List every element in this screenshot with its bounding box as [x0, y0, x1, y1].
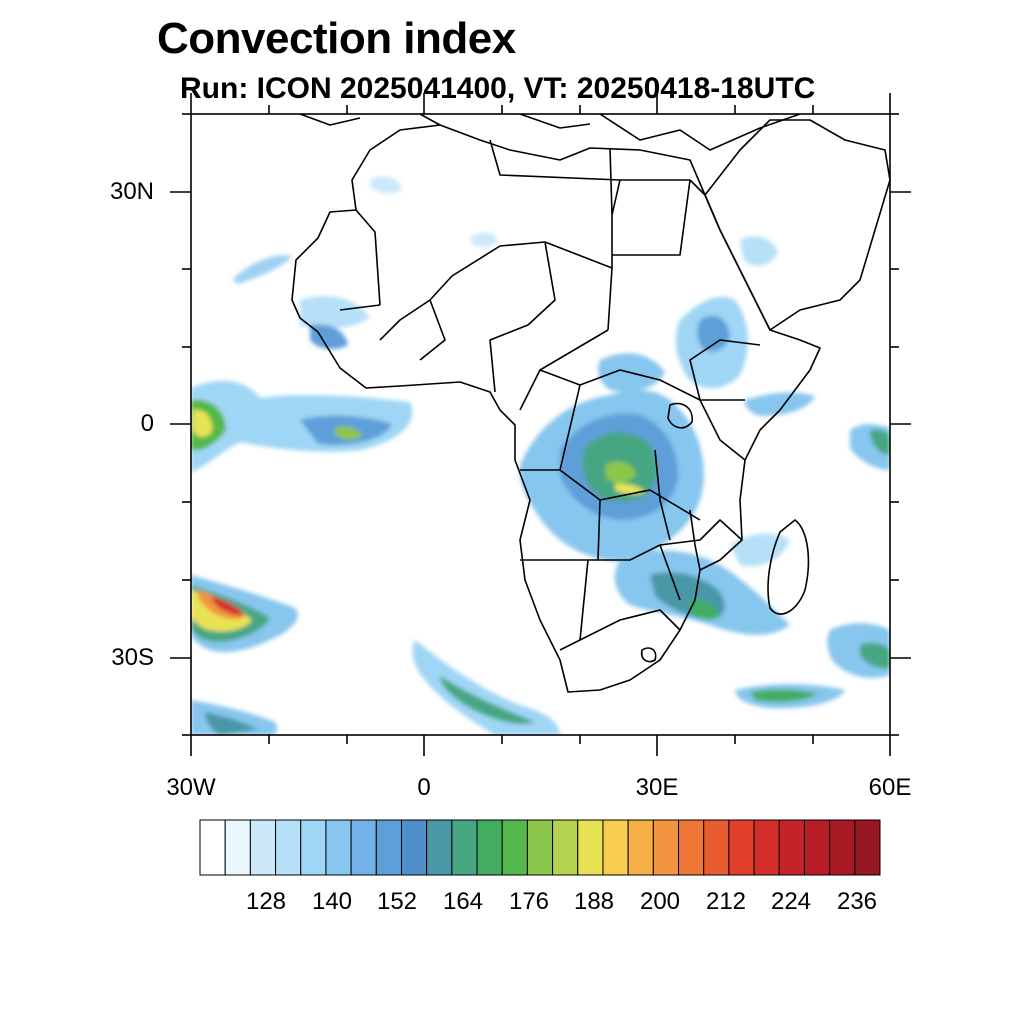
map-title: Convection index	[157, 14, 516, 63]
colorbar-cell	[728, 819, 755, 876]
colorbar-label: 164	[442, 888, 484, 915]
colorbar-cell	[552, 819, 579, 876]
colorbar-cell	[753, 819, 780, 876]
field-indian-sw-core	[750, 689, 818, 702]
colorbar-cell	[778, 819, 805, 876]
field-south-atlantic-band	[412, 640, 560, 735]
colorbar-cell	[627, 819, 654, 876]
axis-ticks	[170, 93, 911, 756]
field-ethiopia-mid	[697, 315, 730, 352]
field-south-atlantic-band-sw-core	[205, 712, 258, 735]
madagascar-coastline	[767, 519, 810, 615]
field-south-atlantic-storm-core	[212, 596, 244, 616]
lake-tanganyika	[654, 449, 671, 541]
colorbar-label: 200	[639, 888, 681, 915]
colorbar-cell	[652, 819, 680, 876]
country-borders	[339, 139, 761, 651]
field-equatorial-atlantic-hot	[193, 409, 213, 438]
colorbar-cell	[275, 819, 302, 876]
colorbar-cell	[678, 819, 705, 876]
lon-label-30w: 30W	[166, 774, 216, 801]
field-central-africa-hot	[615, 483, 645, 495]
lake-malawi	[689, 509, 701, 571]
colorbar-cell	[501, 819, 528, 876]
colorbar-label: 224	[770, 888, 812, 915]
colorbar-cell	[803, 819, 831, 876]
colorbar-cell	[703, 819, 730, 876]
colorbar-label: 140	[311, 888, 353, 915]
lake-lesotho	[640, 647, 657, 663]
colorbar-label: 236	[836, 888, 878, 915]
lat-label-30s: 30S	[111, 644, 154, 671]
colorbar-cell	[350, 819, 377, 876]
lon-label-30e: 30E	[635, 774, 679, 801]
lat-label-0: 0	[140, 410, 154, 437]
colorbar-cell	[300, 819, 327, 876]
colorbar-label: 128	[245, 888, 287, 915]
colorbar	[199, 819, 881, 876]
africa-coastline	[291, 124, 821, 693]
field-sahara-patch	[370, 176, 402, 194]
colorbar-cell	[375, 819, 402, 876]
colorbar-cell	[526, 819, 554, 876]
field-arabia	[740, 236, 778, 266]
arabia-coastline	[704, 119, 890, 331]
colorbar-label: 188	[573, 888, 615, 915]
field-sahara-patch-2	[470, 232, 498, 248]
field-mozambique-channel	[730, 533, 790, 567]
field-horn	[744, 392, 815, 416]
colorbar-cell	[854, 819, 881, 876]
colorbar-cell	[451, 819, 478, 876]
field-equatorial-atlantic-spot	[335, 426, 362, 440]
lake-victoria	[667, 402, 693, 429]
lon-label-60e: 60E	[868, 774, 912, 801]
colorbar-cell	[476, 819, 503, 876]
europe-coastline-fragment	[299, 114, 801, 151]
colorbar-cell	[199, 819, 226, 876]
colorbar-cell	[400, 819, 428, 876]
field-west-africa-coast	[310, 324, 348, 350]
colorbar-cell	[224, 819, 251, 876]
colorbar-label: 152	[376, 888, 418, 915]
colorbar-cell	[577, 819, 604, 876]
map-subtitle: Run: ICON 2025041400, VT: 20250418-18UTC	[180, 72, 816, 105]
field-indian-east-core	[870, 429, 890, 455]
field-indian-se-core	[860, 642, 890, 669]
colorbar-label: 212	[705, 888, 747, 915]
coastlines-and-borders	[291, 114, 890, 693]
field-west-africa	[300, 296, 370, 330]
colorbar-cell	[249, 819, 277, 876]
field-central-africa-warm	[605, 461, 636, 483]
convection-field	[191, 176, 890, 735]
colorbar-cell	[602, 819, 629, 876]
lon-label-0: 0	[417, 774, 431, 801]
lat-label-30n: 30N	[109, 178, 154, 205]
field-equatorial-atlantic	[191, 380, 413, 472]
colorbar-cell	[325, 819, 352, 876]
colorbar-cell	[426, 819, 453, 876]
colorbar-cell	[829, 819, 856, 876]
field-south-atlantic-band-mid	[440, 676, 535, 725]
field-atlantic-streak-north	[232, 255, 292, 284]
colorbar-label: 176	[508, 888, 550, 915]
field-southern-africa-core	[690, 599, 720, 620]
